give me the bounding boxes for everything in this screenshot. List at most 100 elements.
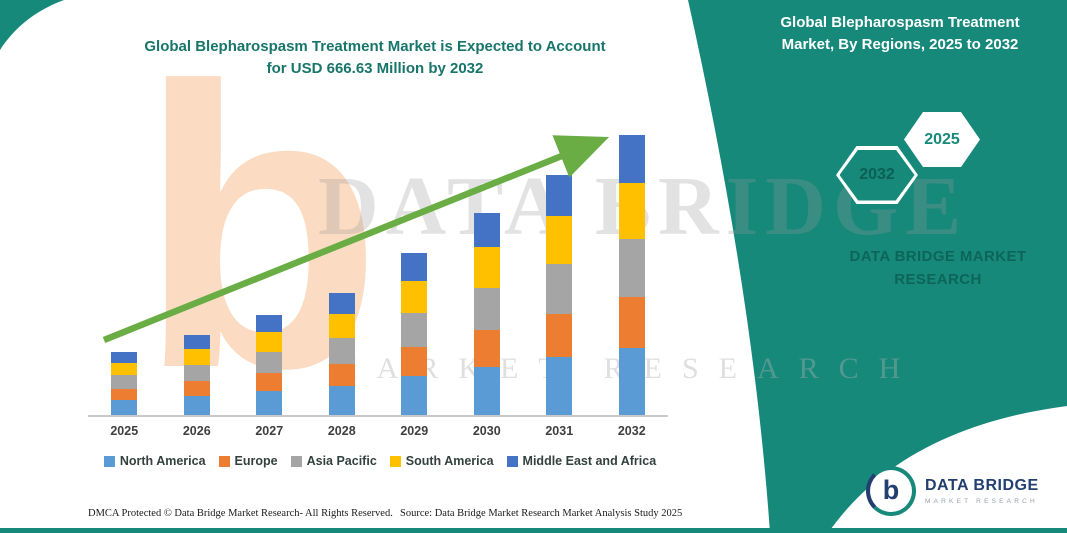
logo-tagline: MARKET RESEARCH xyxy=(925,498,1038,505)
hexagon-2032-year: 2032 xyxy=(839,149,915,201)
stacked-bar-2028 xyxy=(328,293,355,415)
segment-asia-pacific-2031 xyxy=(546,263,573,315)
segment-south-america-2027 xyxy=(256,331,283,353)
segment-europe-2027 xyxy=(256,373,283,392)
segment-middle-east-and-africa-2025 xyxy=(111,352,138,363)
x-axis-label-2027: 2027 xyxy=(255,424,284,438)
hexagon-2025-border: 2025 xyxy=(904,112,980,167)
x-axis-label-2028: 2028 xyxy=(327,424,356,438)
logo-name: DATA BRIDGE xyxy=(925,477,1039,494)
x-axis-label-2029: 2029 xyxy=(400,424,429,438)
logo-letter: b xyxy=(882,474,900,505)
logo-b-icon: b xyxy=(866,466,916,516)
legend-label-middle-east-and-africa: Middle East and Africa xyxy=(522,454,657,468)
segment-south-america-2026 xyxy=(183,348,210,365)
panel-title-line1: Global Blepharospasm Treatment xyxy=(780,14,1020,31)
segment-asia-pacific-2026 xyxy=(183,364,210,382)
data-bridge-logo: b DATA BRIDGE MARKET RESEARCH xyxy=(866,466,1039,516)
segment-south-america-2028 xyxy=(328,313,355,339)
legend-swatch-north-america xyxy=(103,455,115,467)
legend-swatch-europe xyxy=(218,455,230,467)
stacked-bar-chart: 2025 2026 2027 2028 2029 2030 2031 2032 xyxy=(88,135,668,438)
legend-item-middle-east-and-africa: Middle East and Africa xyxy=(506,454,657,468)
stacked-bar-2027 xyxy=(256,315,283,415)
segment-north-america-2029 xyxy=(401,375,428,415)
stacked-bar-2032 xyxy=(618,135,645,415)
segment-europe-2031 xyxy=(546,314,573,358)
segment-asia-pacific-2032 xyxy=(618,238,645,298)
brand-text-block: DATA BRIDGE MARKET RESEARCH xyxy=(838,246,1038,291)
hexagon-2032-border: 2032 xyxy=(836,146,918,204)
legend-swatch-asia-pacific xyxy=(290,455,302,467)
legend-item-asia-pacific: Asia Pacific xyxy=(290,454,377,468)
x-labels-row: 2025 2026 2027 2028 2029 2030 2031 2032 xyxy=(88,424,668,438)
stacked-bar-2029 xyxy=(401,252,428,415)
segment-europe-2029 xyxy=(401,346,428,376)
chart-title-line2: for USD 666.63 Million by 2032 xyxy=(266,59,484,77)
segment-asia-pacific-2027 xyxy=(256,352,283,374)
segment-north-america-2032 xyxy=(618,347,645,415)
stacked-bar-2025 xyxy=(111,352,138,415)
corner-accent-shape xyxy=(0,0,64,50)
legend-label-europe: Europe xyxy=(234,454,278,468)
segment-europe-2032 xyxy=(618,297,645,348)
chart-title: Global Blepharospasm Treatment Market is… xyxy=(95,36,655,80)
dmca-notice: DMCA Protected © Data Bridge Market Rese… xyxy=(88,508,393,519)
segment-middle-east-and-africa-2031 xyxy=(546,175,573,216)
segment-europe-2026 xyxy=(183,381,210,396)
legend-label-north-america: North America xyxy=(119,454,206,468)
chart-title-line1: Global Blepharospasm Treatment Market is… xyxy=(144,38,606,55)
segment-north-america-2027 xyxy=(256,391,283,415)
segment-north-america-2028 xyxy=(328,385,355,415)
x-axis-label-2032: 2032 xyxy=(617,424,646,438)
segment-south-america-2032 xyxy=(618,182,645,239)
legend-item-europe: Europe xyxy=(218,454,278,468)
hexagon-2032: 2032 xyxy=(836,146,918,204)
panel-title-line2: Market, By Regions, 2025 to 2032 xyxy=(781,35,1019,53)
segment-middle-east-and-africa-2029 xyxy=(401,252,428,281)
segment-middle-east-and-africa-2030 xyxy=(473,213,500,248)
segment-north-america-2031 xyxy=(546,357,573,415)
segment-asia-pacific-2030 xyxy=(473,287,500,331)
bar-column-2025 xyxy=(88,135,161,415)
panel-title: Global Blepharospasm Treatment Market, B… xyxy=(752,12,1048,56)
segment-middle-east-and-africa-2027 xyxy=(256,315,283,332)
logo-text: DATA BRIDGE MARKET RESEARCH xyxy=(925,477,1039,505)
x-axis-label-2026: 2026 xyxy=(182,424,211,438)
bar-column-2028 xyxy=(306,135,379,415)
segment-asia-pacific-2028 xyxy=(328,338,355,364)
legend-label-south-america: South America xyxy=(405,454,494,468)
segment-europe-2030 xyxy=(473,330,500,367)
bars-row xyxy=(88,135,668,417)
segment-north-america-2026 xyxy=(183,395,210,415)
chart-legend: North America Europe Asia Pacific South Ame… xyxy=(70,454,690,468)
bar-column-2030 xyxy=(451,135,524,415)
segment-asia-pacific-2025 xyxy=(111,375,138,389)
bar-column-2027 xyxy=(233,135,306,415)
bar-column-2032 xyxy=(596,135,669,415)
segment-north-america-2025 xyxy=(111,399,138,415)
segment-south-america-2029 xyxy=(401,280,428,313)
stacked-bar-2026 xyxy=(183,335,210,415)
legend-swatch-south-america xyxy=(389,455,401,467)
segment-europe-2025 xyxy=(111,388,138,400)
bottom-accent-bar xyxy=(0,528,1067,533)
bar-column-2029 xyxy=(378,135,451,415)
segment-north-america-2030 xyxy=(473,366,500,415)
source-note: Source: Data Bridge Market Research Mark… xyxy=(400,508,683,519)
bar-column-2031 xyxy=(523,135,596,415)
x-axis-label-2025: 2025 xyxy=(110,424,139,438)
segment-europe-2028 xyxy=(328,363,355,386)
stacked-bar-2030 xyxy=(473,213,500,415)
segment-south-america-2025 xyxy=(111,362,138,376)
legend-item-north-america: North America xyxy=(103,454,206,468)
legend-item-south-america: South America xyxy=(389,454,494,468)
brand-text-line2: RESEARCH xyxy=(894,270,982,288)
segment-middle-east-and-africa-2032 xyxy=(618,135,645,183)
segment-south-america-2030 xyxy=(473,247,500,288)
hexagon-2025-year: 2025 xyxy=(907,115,977,164)
bar-column-2026 xyxy=(161,135,234,415)
x-axis-label-2031: 2031 xyxy=(545,424,574,438)
hexagon-2025: 2025 xyxy=(904,112,980,167)
